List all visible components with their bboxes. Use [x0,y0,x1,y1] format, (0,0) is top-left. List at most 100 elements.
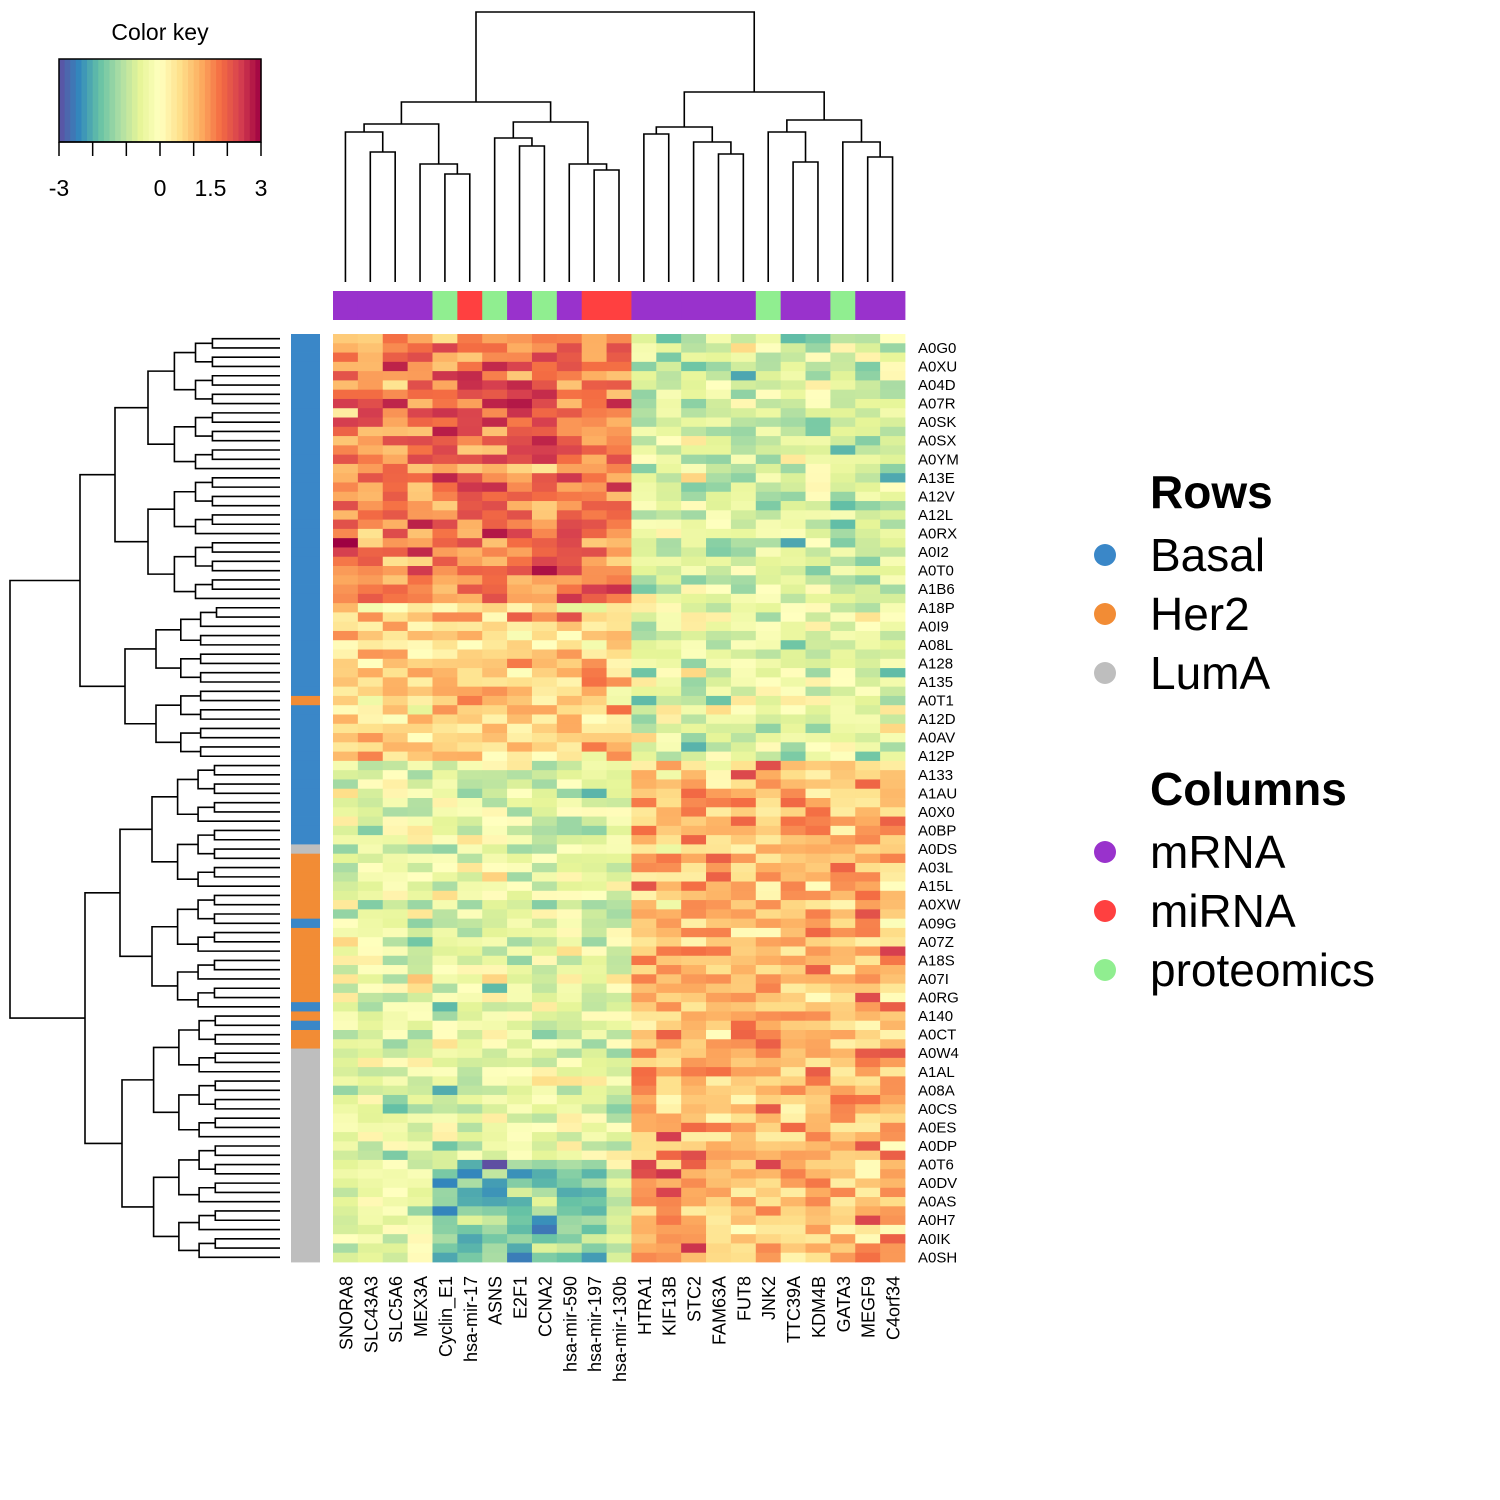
dendrogram-branch [180,658,201,679]
heatmap-cell [407,501,433,511]
heatmap-cell [855,417,881,428]
heatmap-cell [507,1252,533,1263]
heatmap-cell [681,983,707,994]
heatmap-cell [507,1132,533,1142]
heatmap-cell [482,816,508,827]
heatmap-cell [407,528,433,539]
column-annotation-cell [606,291,632,320]
heatmap-cell [482,501,508,511]
heatmap-cell [830,909,856,920]
column-annotation-cell [706,291,732,320]
heatmap-cell [357,760,384,771]
heatmap-cell [706,798,732,808]
heatmap-cell [333,1243,359,1254]
heatmap-cell [681,918,707,929]
heatmap-cell [780,593,806,604]
heatmap-cell [333,1085,359,1096]
heatmap-cell [457,1113,483,1124]
row-label: A0DV [918,1175,957,1192]
heatmap-cell [482,733,508,743]
heatmap-cell [581,426,607,437]
heatmap-cell [581,371,607,381]
dendrogram-branch [767,131,807,282]
heatmap-cell [407,1085,433,1096]
heatmap-cell [755,760,782,771]
heatmap-cell [631,1076,657,1087]
heatmap-cell [706,816,732,827]
heatmap-cell [606,742,632,752]
heatmap-cell [507,825,533,836]
row-annotation-cell [291,816,320,827]
dendrogram-branch [151,925,178,987]
heatmap-cell [606,528,632,539]
heatmap-cell [730,334,757,344]
heatmap-cell [556,1057,583,1068]
heatmap-cell [780,575,806,585]
heatmap-cell [631,872,657,882]
heatmap-cell [407,909,433,920]
heatmap-cell [457,1122,483,1133]
heatmap-cell [581,501,607,511]
heatmap-cell [432,1132,458,1142]
heatmap-cell [357,463,384,474]
heatmap-cell [581,695,607,706]
heatmap-cell [780,482,806,493]
heatmap-cell [357,649,384,660]
heatmap-cell [333,361,359,372]
heatmap-cell [357,816,384,827]
row-annotation-cell [291,473,320,483]
heatmap-cell [855,612,881,623]
heatmap-cell [755,798,782,808]
heatmap-cell [681,742,707,752]
dendrogram-branch [213,913,280,925]
heatmap-cell [333,538,359,548]
row-annotation-cell [291,389,320,400]
heatmap-cell [457,640,483,650]
heatmap-cell [656,853,682,864]
heatmap-cell [482,992,508,1003]
heatmap-cell [730,1030,757,1040]
heatmap-cell [507,816,533,827]
heatmap-cell [382,538,409,548]
heatmap-cell [830,417,856,428]
heatmap-cell [507,992,533,1003]
heatmap-cell [880,371,906,381]
heatmap-cell [432,603,458,613]
heatmap-cell [780,408,806,418]
heatmap-cell [730,1104,757,1114]
heatmap-cell [407,918,433,929]
heatmap-cell [556,630,583,641]
heatmap-cell [407,1011,433,1022]
heatmap-cell [780,751,806,762]
heatmap-cell [457,1020,483,1031]
heatmap-cell [656,705,682,715]
heatmap-cell [631,955,657,966]
heatmap-cell [407,742,433,752]
heatmap-cell [482,334,508,344]
heatmap-cell [482,974,508,984]
heatmap-cell [706,844,732,855]
heatmap-cell [357,371,384,381]
row-label: A0SK [918,414,956,431]
heatmap-cell [457,426,483,437]
heatmap-cell [531,361,558,372]
heatmap-cell [805,816,831,827]
heatmap-cell [631,927,657,938]
heatmap-cell [457,408,483,418]
heatmap-cell [706,1132,732,1142]
heatmap-cell [681,612,707,623]
heatmap-cell [631,965,657,975]
heatmap-cell [333,649,359,660]
heatmap-cell [531,352,558,363]
heatmap-cell [805,1178,831,1189]
heatmap-cell [432,482,458,493]
heatmap-cell [855,454,881,465]
heatmap-cell [880,1169,906,1179]
heatmap-cell [581,593,607,604]
heatmap-cell [656,1252,682,1263]
heatmap-cell [755,343,782,353]
heatmap-cell [631,1243,657,1254]
heatmap-cell [407,352,433,363]
heatmap-cell [407,510,433,520]
heatmap-cell [457,538,483,548]
